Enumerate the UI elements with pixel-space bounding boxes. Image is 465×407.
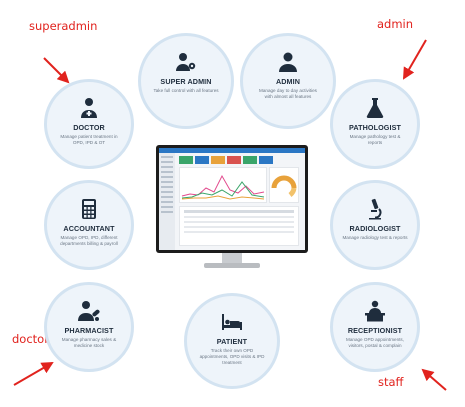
role-desc: Manage radiology test & reports [342,235,408,240]
annotation-admin: admin [377,17,414,31]
dashboard-donut-chart [271,175,297,198]
dashboard-tile [259,156,273,164]
role-title: PATHOLOGIST [349,123,401,132]
user-gear-icon [174,50,198,74]
annotation-superadmin: superadmin [29,19,98,33]
dashboard-tile [179,156,193,164]
dashboard-tile [227,156,241,164]
role-title: DOCTOR [73,123,105,132]
role-title: ACCOUNTANT [63,224,115,233]
annotation-doctor: doctor [12,332,49,346]
arrow-staff [421,368,447,391]
role-desc: Manage day to day activities with almost… [259,88,317,99]
dashboard-monitor [156,145,308,271]
role-title: PHARMACIST [64,326,114,335]
role-desc: Manage OPD appointments, visitors, posta… [346,337,404,348]
role-admin[interactable]: ADMIN Manage day to day activities with … [240,33,336,129]
monitor-stand [222,253,242,264]
dashboard-donut-panel [269,167,299,203]
dashboard-line-chart [181,174,265,200]
dashboard-header-bar [159,148,305,153]
role-title: SUPER ADMIN [160,77,212,86]
role-pathologist[interactable]: PATHOLOGIST Manage pathology test & repo… [330,79,420,169]
role-radiologist[interactable]: RADIOLOGIST Manage radiology test & repo… [330,180,420,270]
role-super-admin[interactable]: SUPER ADMIN Take full control with all f… [138,33,234,129]
dashboard-table-panel [179,206,299,246]
role-receptionist[interactable]: RECEPTIONIST Manage OPD appointments, vi… [330,282,420,372]
doctor-icon [77,96,101,120]
calculator-icon [77,197,101,221]
dashboard-tile [211,156,225,164]
role-desc: Take full control with all features [153,88,219,93]
role-desc: Track their own OPD appointments, OPD vi… [199,348,265,365]
role-accountant[interactable]: ACCOUNTANT Manage OPD, IPD, different de… [44,180,134,270]
arrow-superadmin [43,57,70,84]
role-title: ADMIN [275,77,301,86]
role-title: RECEPTIONIST [347,326,403,335]
monitor-frame [156,145,308,253]
annotation-staff: staff [378,375,404,389]
dashboard-sidebar [159,153,175,250]
receptionist-icon [363,299,387,323]
role-pharmacist[interactable]: PHARMACIST Manage pharmacy sales & medic… [44,282,134,372]
role-doctor[interactable]: DOCTOR Manage patient treatment in OPD, … [44,79,134,169]
dashboard-tile [243,156,257,164]
dashboard-chart-panel [179,167,267,203]
role-desc: Manage patient treatment in OPD, IPD & O… [60,134,118,145]
role-desc: Manage pathology test & reports [349,134,401,145]
dashboard-screen [159,148,305,250]
role-title: RADIOLOGIST [349,224,401,233]
pharmacist-icon [77,299,101,323]
dashboard-tile [195,156,209,164]
flask-icon [363,96,387,120]
bed-icon [220,310,244,334]
role-desc: Manage pharmacy sales & medicine stock [61,337,117,348]
monitor-base [204,263,260,268]
microscope-icon [363,197,387,221]
arrow-doctor [13,361,54,386]
arrow-admin [402,39,427,80]
role-desc: Manage OPD, IPD, different departments b… [60,235,118,246]
role-patient[interactable]: PATIENT Track their own OPD appointments… [184,293,280,389]
user-icon [276,50,300,74]
role-title: PATIENT [216,337,248,346]
